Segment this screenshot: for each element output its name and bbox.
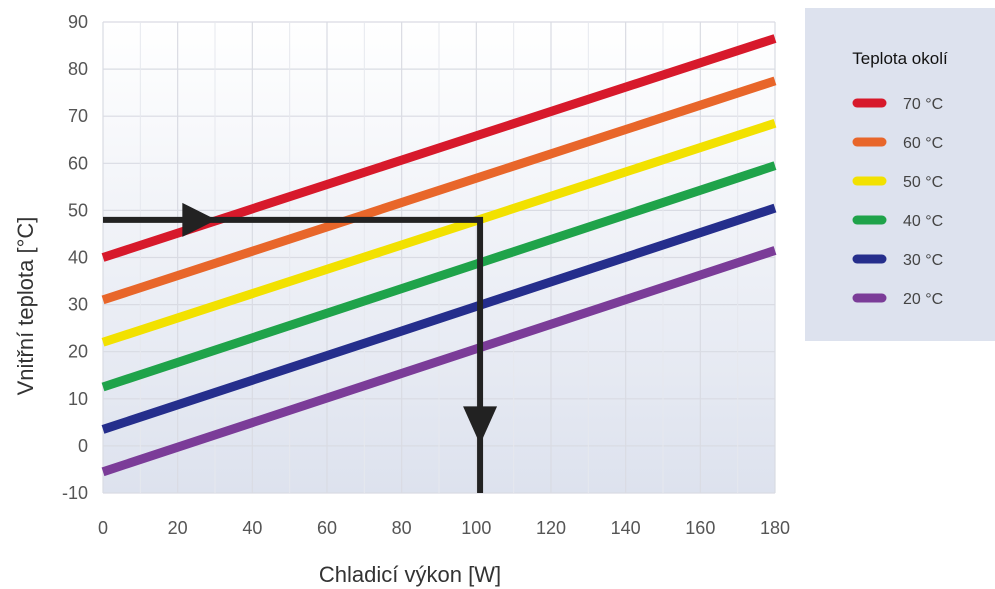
series-line-30	[101, 203, 777, 434]
x-tick-label: 180	[760, 518, 790, 538]
x-tick-label: 100	[461, 518, 491, 538]
y-tick-label: 0	[78, 436, 88, 456]
series-line-20	[101, 246, 777, 477]
legend: Teplota okolí 70 °C 60 °C 50 °C 40 °C 30 °C 2…	[805, 8, 995, 341]
legend-items: 70 °C 60 °C 50 °C 40 °C 30 °C 20 °C	[852, 96, 943, 308]
x-tick-label: 60	[317, 518, 337, 538]
legend-label: 60 °C	[903, 135, 943, 152]
x-tick-label: 160	[685, 518, 715, 538]
x-tick-label: 40	[242, 518, 262, 538]
y-tick-label: -10	[62, 483, 88, 503]
legend-label: 40 °C	[903, 213, 943, 230]
y-tick-label: 10	[68, 389, 88, 409]
x-axis-title: Chladicí výkon [W]	[319, 562, 501, 587]
x-tick-label: 0	[98, 518, 108, 538]
y-tick-label: 60	[68, 153, 88, 173]
legend-label: 70 °C	[903, 96, 943, 113]
y-tick-label: 50	[68, 200, 88, 220]
y-tick-label: 80	[68, 59, 88, 79]
y-tick-label: 70	[68, 106, 88, 126]
legend-label: 20 °C	[903, 291, 943, 308]
annotation-arrow-down	[463, 406, 498, 445]
legend-label: 50 °C	[903, 174, 943, 191]
x-tick-labels: 0 20 40 60 80 100 120 140 160 180	[98, 518, 790, 538]
y-tick-label: 90	[68, 12, 88, 32]
legend-box	[805, 8, 995, 341]
y-tick-label: 20	[68, 342, 88, 362]
y-tick-label: 40	[68, 248, 88, 268]
annotation-arrow-right	[182, 202, 217, 237]
legend-title: Teplota okolí	[852, 49, 948, 68]
series-line-50	[101, 118, 777, 347]
x-tick-label: 80	[392, 518, 412, 538]
x-tick-label: 120	[536, 518, 566, 538]
series-line-40	[101, 161, 777, 392]
y-tick-label: 30	[68, 295, 88, 315]
x-tick-label: 20	[168, 518, 188, 538]
y-axis-title: Vnitřní teplota [°C]	[13, 217, 38, 396]
series-line-60	[101, 76, 777, 305]
x-tick-label: 140	[611, 518, 641, 538]
y-tick-labels: 90 80 70 60 50 40 30 20 10 0 -10	[62, 12, 88, 503]
annotation-layer	[103, 202, 498, 493]
legend-label: 30 °C	[903, 252, 943, 269]
